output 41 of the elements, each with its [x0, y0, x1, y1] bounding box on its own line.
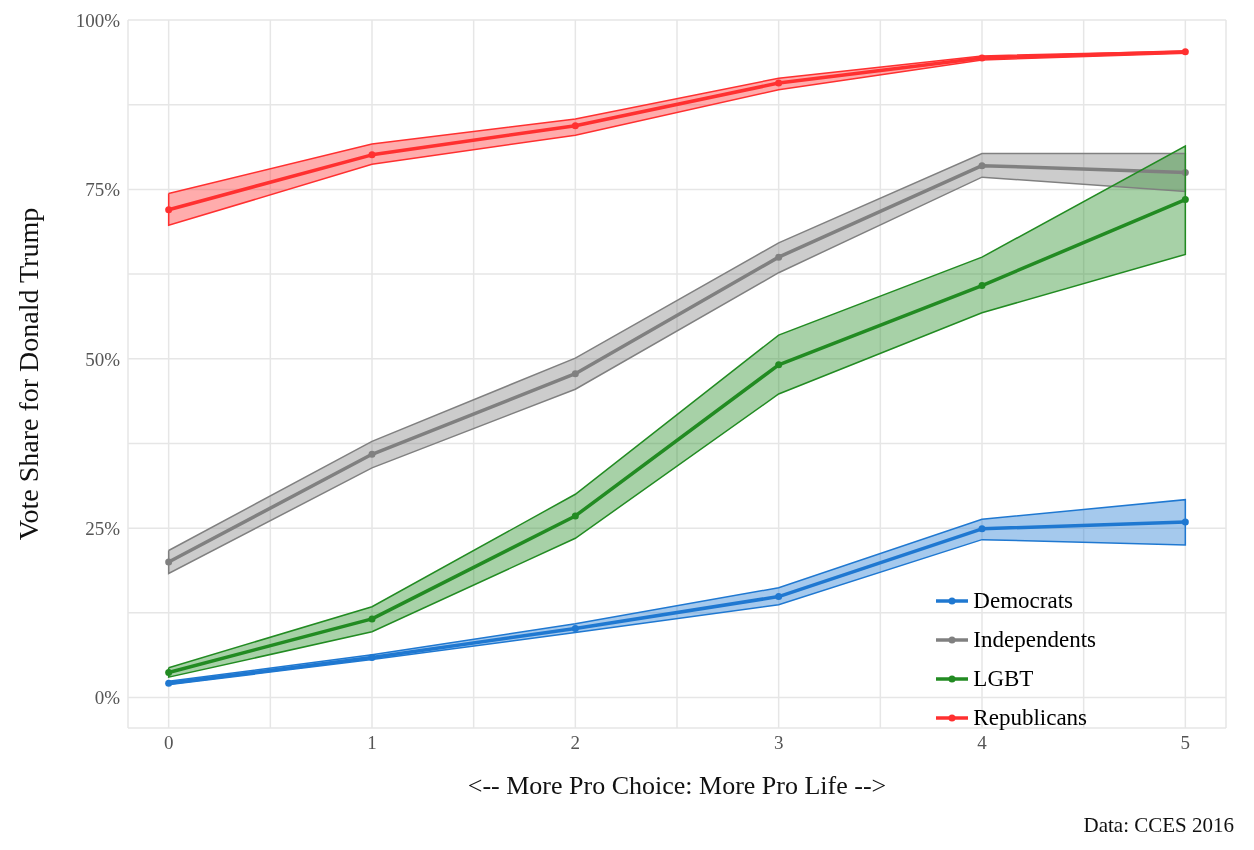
- legend-label: Independents: [973, 626, 1096, 653]
- point: [368, 615, 376, 623]
- point: [165, 668, 173, 676]
- x-tick-label: 1: [367, 732, 377, 754]
- point: [1181, 196, 1189, 204]
- x-tick-label: 2: [570, 732, 581, 754]
- point: [571, 624, 579, 632]
- text: Data: CCES 2016: [1083, 813, 1234, 838]
- point: [775, 593, 783, 601]
- y-axis-title: Vote Share for Donald Trump: [12, 207, 44, 541]
- point: [165, 558, 173, 566]
- point: [368, 450, 376, 458]
- point: [978, 282, 986, 290]
- x-axis-title: <-- More Pro Choice: More Pro Life -->: [467, 771, 887, 800]
- y-tick-label: 25%: [85, 517, 121, 539]
- point: [978, 54, 986, 62]
- point: [1181, 48, 1189, 56]
- x-tick-label: 3: [773, 732, 784, 754]
- point: [571, 370, 579, 378]
- point: [368, 654, 376, 662]
- point: [165, 679, 173, 687]
- point: [775, 79, 783, 87]
- legend-label: Democrats: [973, 587, 1073, 614]
- x-tick-label: 4: [977, 732, 988, 754]
- point: [165, 206, 173, 214]
- y-tick-label: 0%: [94, 687, 121, 709]
- x-tick-label: 0: [163, 732, 174, 754]
- y-tick-label: 75%: [85, 179, 121, 201]
- point: [1181, 518, 1189, 526]
- x-tick-label: 5: [1180, 732, 1191, 754]
- point: [368, 151, 376, 159]
- y-tick-label: 50%: [85, 348, 121, 370]
- point: [775, 253, 783, 261]
- legend-label: Republicans: [973, 704, 1088, 731]
- point: [978, 162, 986, 170]
- point: [571, 512, 579, 520]
- point: [775, 361, 783, 369]
- point: [978, 525, 986, 533]
- y-tick-label: 100%: [75, 9, 121, 31]
- point: [571, 122, 579, 130]
- legend-label: LGBT: [973, 665, 1034, 692]
